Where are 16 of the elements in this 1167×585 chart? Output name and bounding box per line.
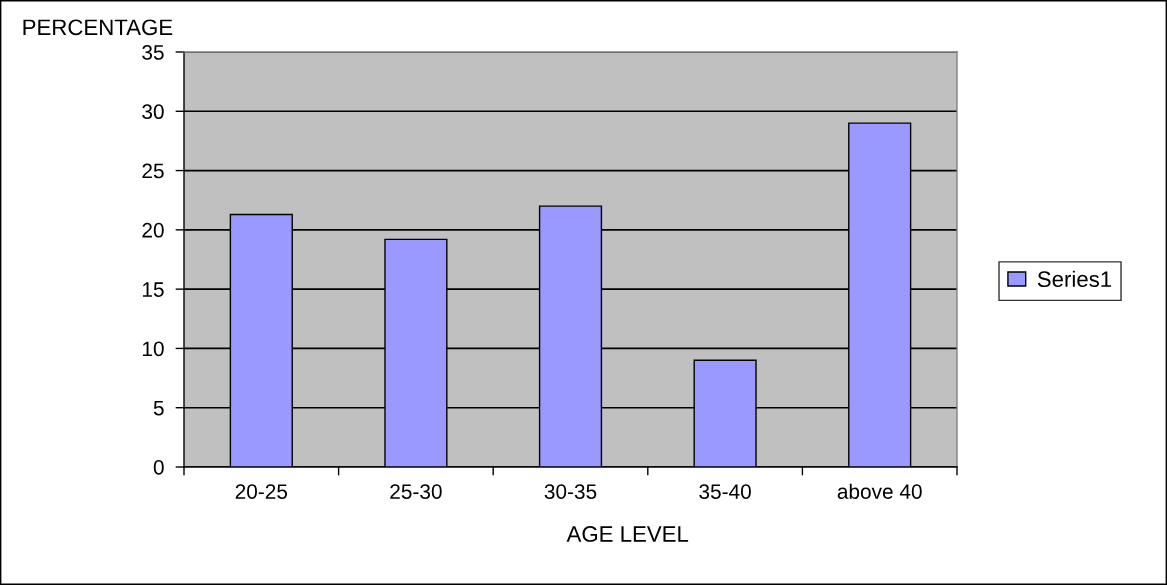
x-tick-label: 25-30 (390, 484, 442, 499)
y-tick-label: 5 (153, 400, 164, 416)
legend-label: Series1 (1037, 270, 1112, 288)
x-tick-label: 35-40 (699, 484, 751, 499)
y-tick-label: 30 (142, 104, 164, 120)
x-axis-title: AGE LEVEL (566, 526, 689, 542)
x-tick-label: 30-35 (544, 484, 597, 499)
y-tick-label: 10 (142, 341, 164, 357)
x-tick-label: above 40 (837, 483, 922, 499)
y-tick-label: 35 (142, 45, 164, 60)
y-axis-title: PERCENTAGE (23, 19, 173, 36)
x-tick-label: 20-25 (235, 484, 288, 499)
y-tick-label: 0 (153, 460, 164, 475)
y-tick-label: 25 (142, 163, 164, 179)
y-tick-label: 20 (142, 222, 164, 238)
y-tick-label: 15 (142, 282, 164, 297)
